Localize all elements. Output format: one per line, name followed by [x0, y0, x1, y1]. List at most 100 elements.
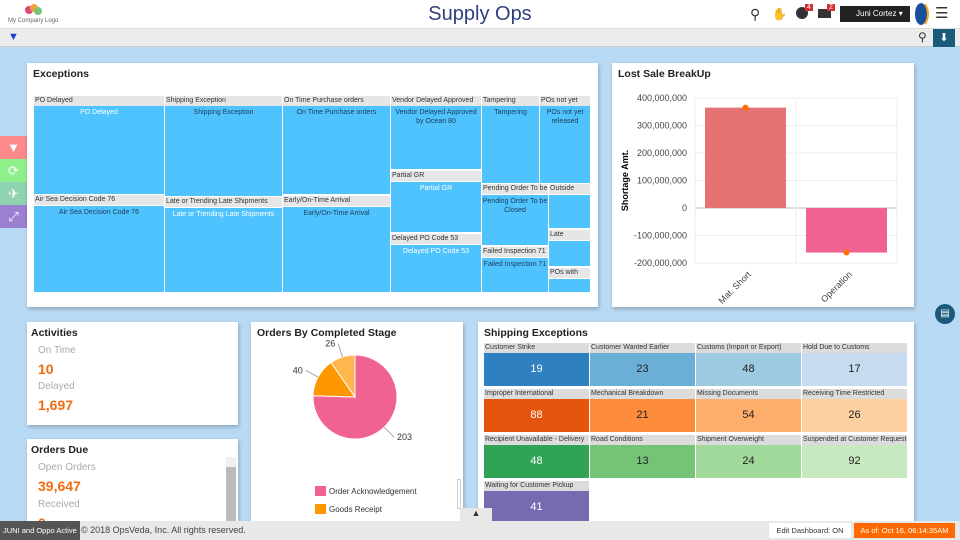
y-tick-label: -200,000,000 — [634, 258, 687, 268]
treemap-cell-label: Vendor Delayed Approved by Ocean 80 — [395, 109, 477, 125]
tile-label: Customer Wanted Earlier — [590, 343, 695, 353]
treemap-cell[interactable]: Pending Order To be Closed — [482, 195, 548, 245]
bar[interactable] — [806, 208, 887, 253]
treemap-group-header: Delayed PO Code 53 — [391, 234, 481, 244]
as-of-timestamp: As of: Oct 16, 06:14:35AM — [854, 523, 955, 538]
pie-data-label: 26 — [325, 339, 335, 349]
plane-icon[interactable]: ✈ — [0, 182, 27, 205]
tile-label: Mechanical Breakdown — [590, 389, 695, 399]
treemap-cell[interactable]: On Time Purchase orders — [283, 106, 390, 194]
treemap-cell-label: Air Sea Decision Code 76 — [58, 209, 140, 216]
search-icon[interactable]: ⚲ — [750, 6, 761, 22]
treemap-cell[interactable]: PO Delayed — [34, 106, 164, 194]
y-tick-label: 200,000,000 — [637, 148, 687, 158]
treemap-cell[interactable]: POs not yet released — [540, 106, 590, 183]
treemap-cell-label: Early/On-Time Arrival — [303, 210, 370, 217]
tile-value[interactable]: 41 — [484, 491, 589, 521]
menu-icon[interactable]: ☰ — [935, 5, 949, 22]
tile-value[interactable]: 23 — [590, 353, 695, 386]
orders-due-panel: Orders Due Open Orders 39,647 Received 0 — [27, 439, 238, 521]
status-badge: JUNI and Oppo Active — [0, 521, 80, 540]
treemap-cell[interactable]: Early/On-Time Arrival — [283, 207, 390, 292]
x-tick-label: Mat. Short — [716, 269, 753, 306]
tile-value[interactable]: 19 — [484, 353, 589, 386]
on-time-label: On Time — [38, 345, 76, 356]
edit-dashboard-toggle[interactable]: Edit Dashboard: ON — [769, 523, 851, 538]
tile-value[interactable]: 48 — [484, 445, 589, 478]
legend-swatch — [315, 504, 326, 514]
treemap-cell[interactable]: Partial GR — [391, 182, 481, 232]
treemap-cell[interactable]: Vendor Delayed Approved by Ocean 80 — [391, 106, 481, 169]
user-menu-button[interactable]: Juni Cortez ▾ — [840, 6, 910, 22]
treemap-group-header: POs not yet — [540, 96, 590, 106]
legend-scrollbar[interactable] — [457, 479, 461, 509]
tile-value[interactable]: 13 — [590, 445, 695, 478]
treemap-group-header: Tampering — [482, 96, 539, 106]
treemap-cell-label: Pending Order To be Closed — [482, 198, 548, 214]
treemap-cell[interactable]: Air Sea Decision Code 76 — [34, 206, 164, 292]
expand-icon[interactable]: ⤢ — [0, 205, 27, 228]
treemap-group-header: POs with — [549, 268, 590, 278]
treemap-cell[interactable]: Tampering — [482, 106, 539, 183]
treemap-cell-label: Tampering — [494, 109, 527, 116]
treemap-cell[interactable] — [549, 279, 590, 292]
tile-label: Recipient Unavailable - Delivery — [484, 435, 589, 445]
treemap-cell[interactable] — [549, 195, 590, 228]
tile-label: Customer Strike — [484, 343, 589, 353]
mail-icon[interactable] — [818, 9, 831, 18]
tile-value[interactable]: 88 — [484, 399, 589, 432]
treemap-cell[interactable]: Failed Inspection 71 — [482, 258, 548, 292]
tile-value[interactable]: 17 — [802, 353, 907, 386]
download-icon[interactable]: ⬇ — [933, 29, 955, 47]
pie-slice[interactable] — [312, 354, 398, 440]
tile-label: Shipment Overweight — [696, 435, 801, 445]
legend-label[interactable]: Order Acknowledgement — [329, 487, 417, 496]
exceptions-panel: Exceptions PO Delayed PO Delayed Air Sea D… — [27, 63, 598, 307]
panel-title: Lost Sale BreakUp — [618, 68, 711, 80]
refresh-icon[interactable]: ⟳ — [0, 159, 27, 182]
orders-stage-pie: 203 40 26 — [293, 339, 412, 443]
legend-label[interactable]: Goods Receipt — [329, 505, 382, 514]
treemap-cell[interactable]: Late or Trending Late Shipments — [165, 208, 282, 292]
treemap-group-header: Vendor Delayed Approved — [391, 96, 481, 106]
search-icon[interactable]: ⚲ — [918, 30, 927, 44]
legend-swatch — [315, 486, 326, 496]
shipping-exceptions-panel: Shipping Exceptions Customer Strike 19 Cus… — [478, 322, 914, 521]
open-orders-value[interactable]: 39,647 — [38, 478, 81, 494]
lost-sale-panel: Lost Sale BreakUp 400,000,000 300,000,000… — [612, 63, 914, 307]
pie-data-label: 203 — [397, 432, 412, 442]
treemap-cell[interactable]: Delayed PO Code 53 — [391, 245, 481, 292]
bar[interactable] — [705, 107, 786, 208]
treemap-cell[interactable]: Shipping Exception — [165, 106, 282, 196]
tile-value[interactable]: 48 — [696, 353, 801, 386]
scrollbar[interactable] — [226, 457, 236, 521]
lost-sale-chart: 400,000,000 300,000,000 200,000,000 100,000… — [620, 93, 898, 306]
page-title: Supply Ops — [428, 3, 532, 25]
tile-value[interactable]: 92 — [802, 445, 907, 478]
notes-icon[interactable]: ▤ — [935, 304, 955, 324]
pin-icon[interactable]: ▼ — [8, 31, 19, 43]
treemap-cell-label: PO Delayed — [80, 109, 118, 116]
y-tick-label: 300,000,000 — [637, 121, 687, 131]
tile-value[interactable]: 21 — [590, 399, 695, 432]
y-tick-label: 400,000,000 — [637, 93, 687, 103]
tile-value[interactable]: 24 — [696, 445, 801, 478]
copyright: © 2018 OpsVeda, Inc. All rights reserved… — [81, 525, 246, 535]
collapse-button[interactable]: ▲ — [460, 508, 492, 521]
pie-slice[interactable] — [330, 354, 356, 399]
treemap-group-header: PO Delayed — [34, 96, 164, 106]
handshake-icon[interactable]: ✋ — [772, 7, 787, 21]
filter-icon[interactable]: ▼ — [0, 136, 27, 159]
tile-value[interactable]: 54 — [696, 399, 801, 432]
on-time-value[interactable]: 10 — [38, 361, 54, 377]
open-orders-label: Open Orders — [38, 462, 96, 473]
delayed-value[interactable]: 1,697 — [38, 397, 74, 413]
treemap-cell[interactable] — [549, 241, 590, 266]
tile-value[interactable]: 26 — [802, 399, 907, 432]
y-tick-label: 100,000,000 — [637, 176, 687, 186]
treemap-cell-label: Partial GR — [419, 185, 453, 192]
received-value[interactable]: 0 — [38, 515, 46, 521]
treemap-cell-label: POs not yet released — [546, 109, 584, 125]
treemap-group-header: Outside — [549, 184, 590, 194]
toolbar: ▼ ⚲ ⬇ — [0, 29, 960, 47]
